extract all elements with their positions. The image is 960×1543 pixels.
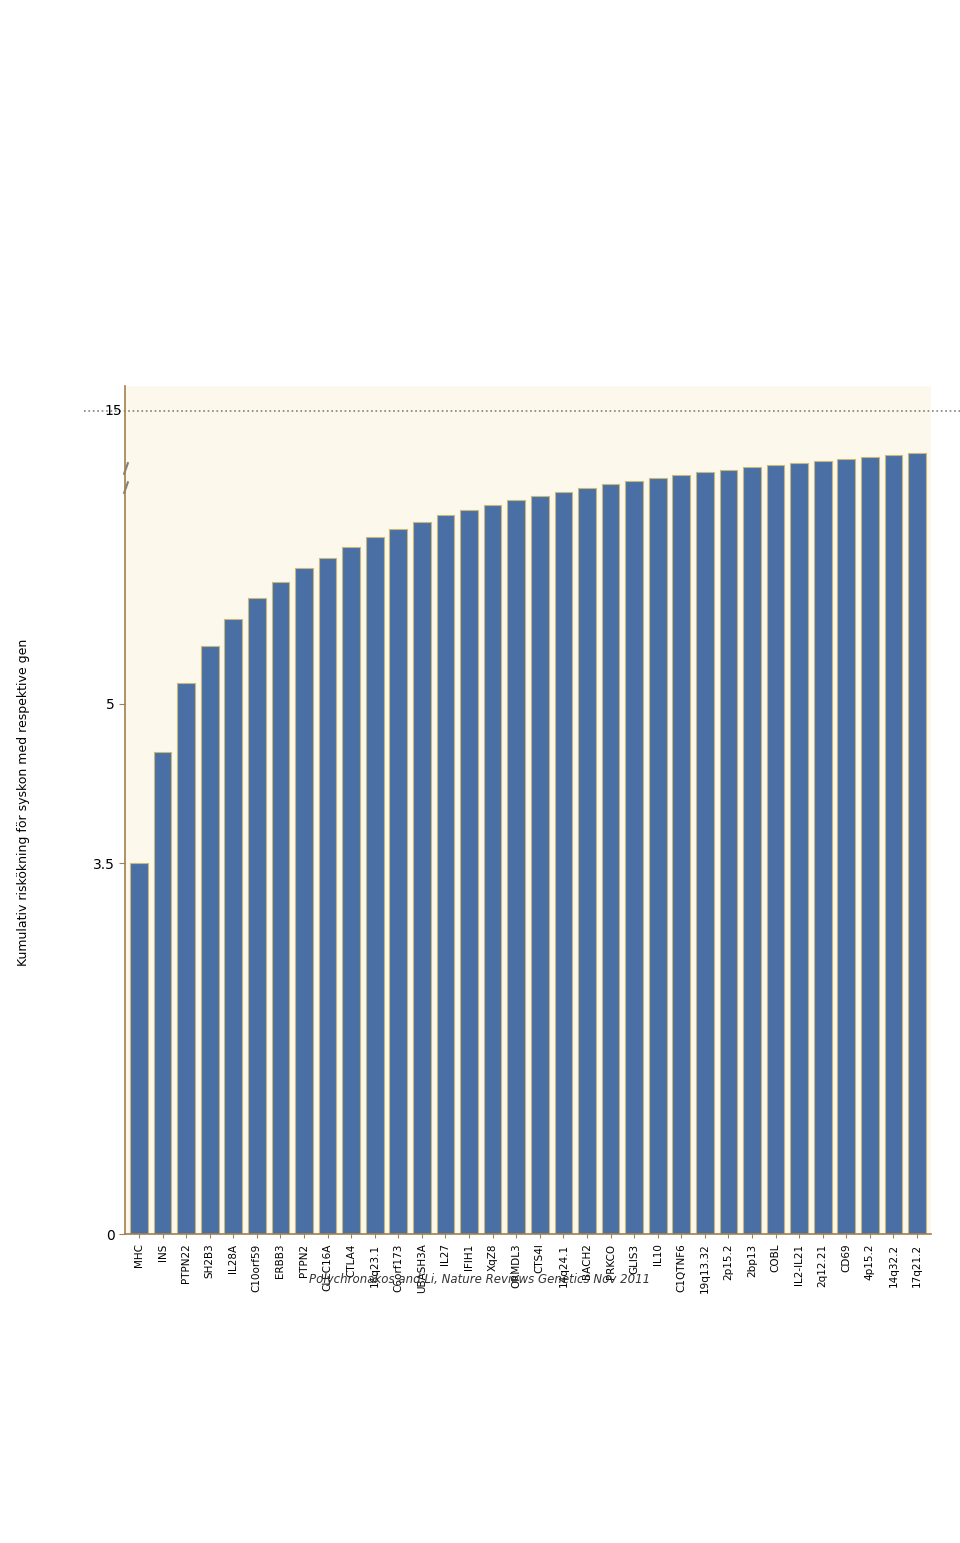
Bar: [578, 488, 596, 1234]
Bar: [319, 557, 336, 1234]
Bar: [696, 472, 713, 1234]
Bar: [460, 509, 478, 1234]
Bar: [649, 478, 666, 1234]
Bar: [625, 481, 643, 1234]
Bar: [437, 515, 454, 1234]
Bar: [602, 485, 619, 1234]
Bar: [366, 537, 384, 1234]
Bar: [390, 529, 407, 1234]
Bar: [248, 597, 266, 1234]
Bar: [413, 522, 431, 1234]
Bar: [884, 455, 902, 1234]
Bar: [295, 568, 313, 1234]
Bar: [720, 469, 737, 1234]
Bar: [154, 751, 172, 1234]
Bar: [743, 468, 761, 1234]
Bar: [767, 466, 784, 1234]
Bar: [531, 497, 548, 1234]
Text: Kumulativ riskökning för syskon med respektive gen: Kumulativ riskökning för syskon med resp…: [17, 639, 31, 966]
Bar: [837, 458, 855, 1234]
Bar: [272, 582, 289, 1234]
Bar: [790, 463, 808, 1234]
Bar: [814, 461, 831, 1234]
Bar: [201, 645, 219, 1234]
Bar: [555, 492, 572, 1234]
Bar: [178, 682, 195, 1234]
Bar: [672, 475, 690, 1234]
Bar: [861, 457, 878, 1234]
Text: 15: 15: [105, 404, 123, 418]
Bar: [343, 546, 360, 1234]
Bar: [225, 619, 242, 1234]
Text: Polychronakos and Li, Nature Reviews Genetics Nov 2011: Polychronakos and Li, Nature Reviews Gen…: [309, 1273, 651, 1285]
Bar: [508, 500, 525, 1234]
Bar: [484, 505, 501, 1234]
Bar: [908, 452, 925, 1234]
Bar: [131, 863, 148, 1234]
